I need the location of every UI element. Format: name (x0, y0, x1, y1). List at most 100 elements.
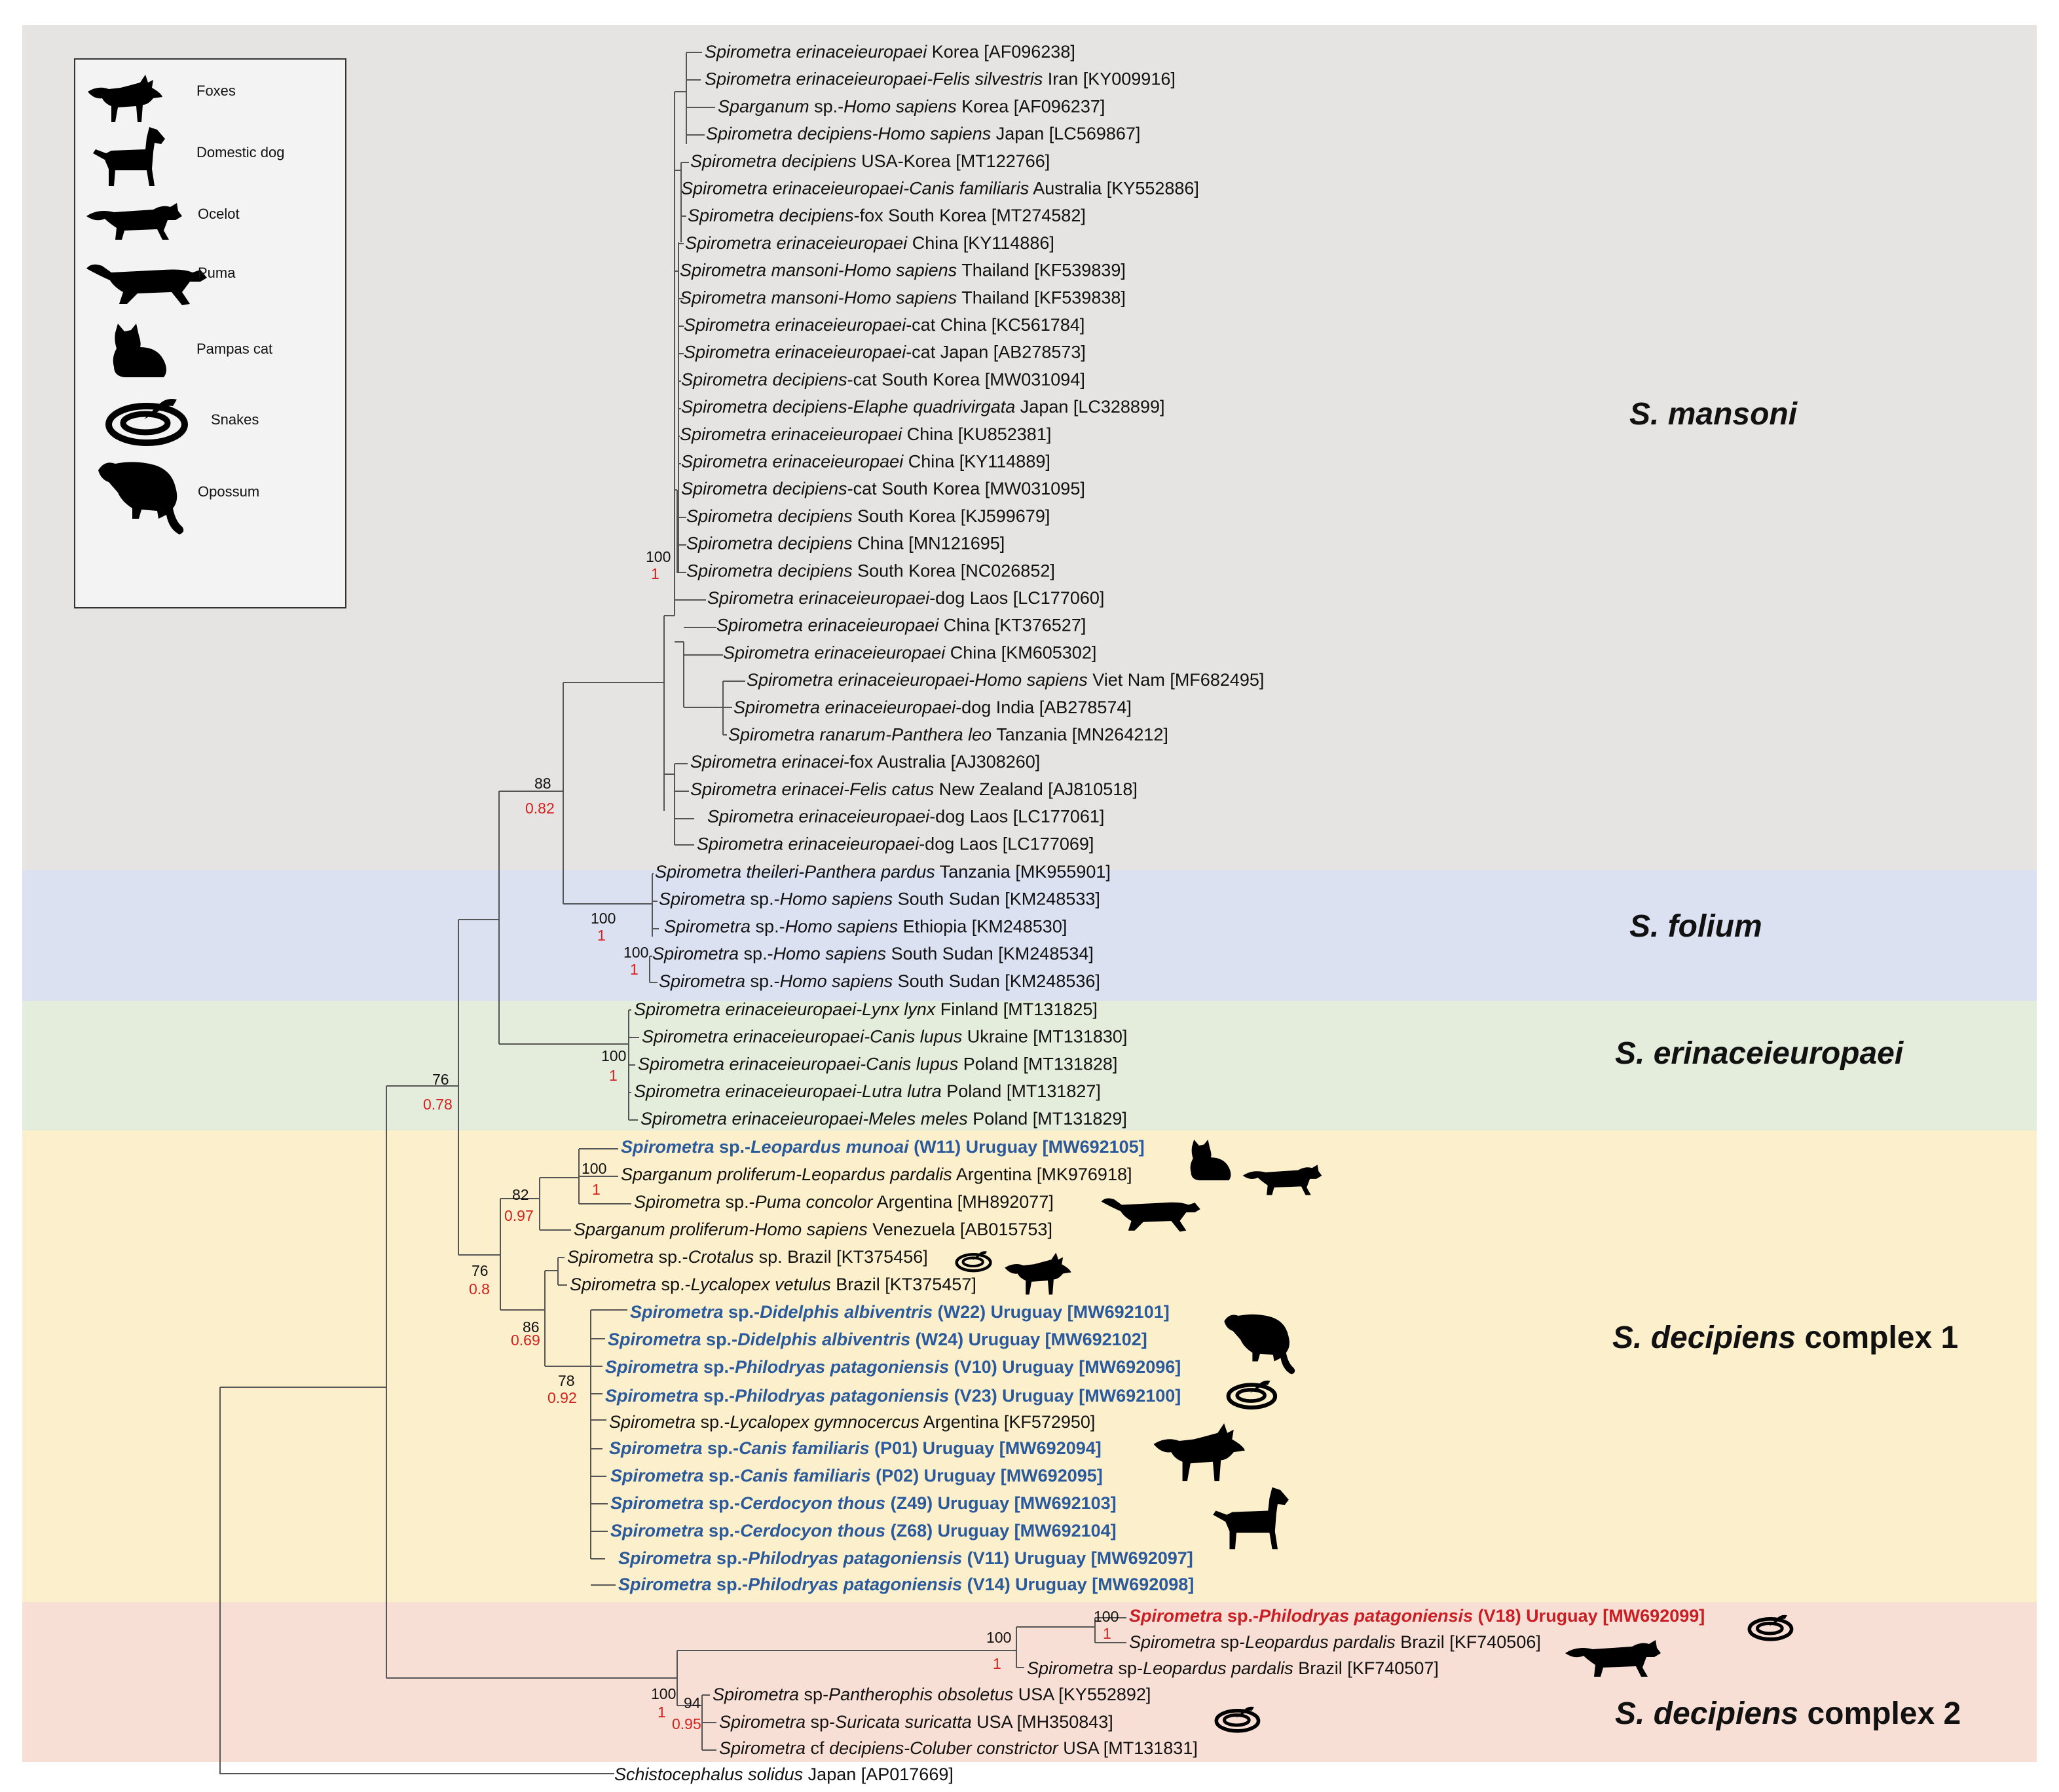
leaf-label: Spirometra erinacei-Felis catus New Zeal… (690, 779, 1138, 799)
leaf-label: Spirometra decipiens China [MN121695] (686, 534, 1005, 553)
leaf-label: Spirometra ranarum-Panthera leo Tanzania… (728, 725, 1168, 745)
branch-root (219, 1086, 614, 1774)
leaf-label: Spirometra mansoni-Homo sapiens Thailand… (680, 261, 1126, 280)
svg-text:100: 100 (1094, 1608, 1119, 1625)
leaf-label: Spirometra decipiens-fox South Korea [MT… (688, 206, 1086, 225)
branch-mans-fol-erin (458, 791, 629, 1045)
leaf-label: Spirometra sp.-Homo sapiens Ethiopia [KM… (664, 916, 1067, 936)
leaf-label: Spirometra decipiens USA-Korea [MT122766… (690, 151, 1050, 171)
leaf-label: Spirometra decipiens South Korea [KJ5996… (686, 506, 1050, 526)
leaf-label: Spirometra cf decipiens-Coluber constric… (719, 1738, 1198, 1758)
leaf-label: Spirometra erinaceieuropaei-dog Laos [LC… (707, 588, 1104, 608)
leaf-labels: Spirometra erinaceieuropaei Korea [AF096… (567, 42, 1705, 1784)
legend-item-dog: Domestic dog (93, 127, 285, 186)
leaf-label: Spirometra sp.-Philodryas patagoniensis … (605, 1386, 1181, 1406)
leaf-label: Spirometra erinaceieuropaei-Homo sapiens… (747, 670, 1264, 690)
host-legend: Foxes Domestic dog Ocelot Puma Pampas ca… (74, 58, 346, 608)
branch-decipiens-2 (677, 1617, 1126, 1751)
svg-text:82: 82 (512, 1186, 529, 1203)
svg-text:100: 100 (651, 1685, 676, 1702)
svg-text:0.69: 0.69 (511, 1332, 540, 1349)
leaf-label: Spirometra theileri-Panthera pardus Tanz… (655, 862, 1111, 882)
svg-text:100: 100 (591, 910, 616, 927)
branch-mansoni-clade (663, 52, 745, 846)
band-erinaceieuropaei (22, 1001, 2037, 1130)
svg-text:1: 1 (993, 1655, 1001, 1672)
leaf-label: Spirometra sp.-Crotalus sp. Brazil [KT37… (567, 1247, 928, 1267)
leaf-label: Spirometra sp-Pantherophis obsoletus USA… (713, 1685, 1151, 1704)
leaf-label: Spirometra sp-Suricata suricatta USA [MH… (719, 1712, 1113, 1732)
branch-mansoni-folium (499, 682, 664, 905)
legend-label-foxes: Foxes (196, 83, 236, 99)
svg-text:1: 1 (630, 961, 639, 978)
legend-label-dog: Domestic dog (196, 144, 285, 160)
svg-text:0.95: 0.95 (672, 1715, 701, 1732)
leaf-label: Spirometra erinaceieuropaei-dog India [A… (733, 698, 1132, 717)
node-support-dec1-d: 780.92 (547, 1372, 577, 1406)
band-decipiens-complex-1 (22, 1130, 2037, 1602)
svg-text:76: 76 (472, 1262, 489, 1279)
branch-ingroup (386, 920, 677, 1679)
leaf-label: Spirometra erinaceieuropaei China [KY114… (685, 233, 1054, 253)
svg-text:94: 94 (684, 1694, 701, 1711)
node-support-dec1-b: 820.97 (504, 1186, 534, 1224)
leaf-label: Spirometra erinaceieuropaei China [KT376… (716, 616, 1086, 635)
leaf-label: Spirometra sp.-Cerdocyon thous (Z68) Uru… (610, 1521, 1117, 1540)
svg-text:1: 1 (658, 1704, 666, 1721)
svg-text:1: 1 (1103, 1625, 1111, 1642)
legend-item-opossum: Opossum (98, 462, 259, 534)
leaf-label: Spirometra erinaceieuropaei-cat Japan [A… (684, 343, 1086, 362)
clade-title-erinaceieuropaei: S. erinaceieuropaei (1615, 1036, 1904, 1071)
leaf-label: Spirometra erinaceieuropaei China [KY114… (681, 452, 1050, 472)
svg-text:100: 100 (601, 1047, 626, 1064)
leaf-label: Spirometra sp-Leopardus pardalis Brazil … (1129, 1632, 1541, 1652)
leaf-label: Spirometra erinaceieuropaei-Canis famili… (681, 179, 1199, 198)
leaf-label: Spirometra mansoni-Homo sapiens Thailand… (680, 288, 1126, 307)
clade-title-decipiens-1: S. decipiens complex 1 (1612, 1320, 1958, 1355)
leaf-label: Schistocephalus solidus Japan [AP017669] (614, 1764, 954, 1784)
leaf-label: Spirometra sp.-Leopardus munoai (W11) Ur… (621, 1137, 1145, 1157)
legend-item-snakes: Snakes (109, 399, 259, 443)
svg-text:86: 86 (523, 1318, 540, 1335)
leaf-label: Spirometra erinaceieuropaei-Canis lupus … (638, 1054, 1117, 1073)
legend-label-snakes: Snakes (211, 411, 259, 428)
band-decipiens-complex-2 (22, 1602, 2037, 1762)
leaf-label: Spirometra decipiens South Korea [NC0268… (686, 561, 1055, 580)
svg-text:0.97: 0.97 (504, 1207, 534, 1224)
legend-item-puma: Puma (86, 264, 236, 305)
leaf-label: Spirometra sp.-Canis familiaris (P02) Ur… (610, 1466, 1103, 1485)
leaf-label: Spirometra sp.-Lycalopex gymnocercus Arg… (609, 1412, 1095, 1432)
branch-decipiens-1 (458, 1148, 631, 1586)
leaf-label: Spirometra decipiens-Elaphe quadrivirgat… (681, 397, 1164, 417)
node-support-mans-fol: 880.82 (525, 775, 555, 817)
clade-bands (22, 25, 2037, 1762)
legend-label-pampas-cat: Pampas cat (196, 341, 272, 357)
leaf-label: Spirometra erinaceieuropaei-Canis lupus … (642, 1027, 1127, 1047)
node-support-dec2-b: 100 1 (986, 1629, 1011, 1672)
svg-text:100: 100 (582, 1160, 606, 1177)
leaf-label: Spirometra sp.-Philodryas patagoniensis … (605, 1357, 1181, 1377)
leaf-label: Spirometra erinaceieuropaei China [KU852… (680, 424, 1051, 444)
svg-text:0.78: 0.78 (423, 1096, 453, 1113)
svg-text:88: 88 (534, 775, 551, 792)
svg-text:76: 76 (432, 1071, 449, 1088)
leaf-label: Spirometra sp.-Homo sapiens South Sudan … (659, 889, 1100, 909)
node-support-dec1: 760.8 (469, 1262, 490, 1297)
clade-title-mansoni: S. mansoni (1629, 397, 1798, 432)
svg-text:78: 78 (558, 1372, 575, 1389)
svg-text:0.92: 0.92 (547, 1389, 577, 1406)
svg-text:1: 1 (651, 565, 659, 582)
leaf-label: Spirometra sp.-Homo sapiens South Sudan … (652, 944, 1094, 963)
leaf-label: Spirometra decipiens-Homo sapiens Japan … (706, 124, 1140, 143)
leaf-label: Spirometra sp-Leopardus pardalis Brazil … (1027, 1658, 1439, 1678)
svg-text:100: 100 (986, 1629, 1011, 1646)
svg-text:1: 1 (592, 1181, 601, 1198)
leaf-label: Spirometra sp.-Lycalopex vetulus Brazil … (570, 1275, 976, 1294)
clade-titles: S. mansoni S. folium S. erinaceieuropaei… (1612, 397, 1961, 1731)
leaf-label: Spirometra sp.-Homo sapiens South Sudan … (659, 971, 1100, 991)
